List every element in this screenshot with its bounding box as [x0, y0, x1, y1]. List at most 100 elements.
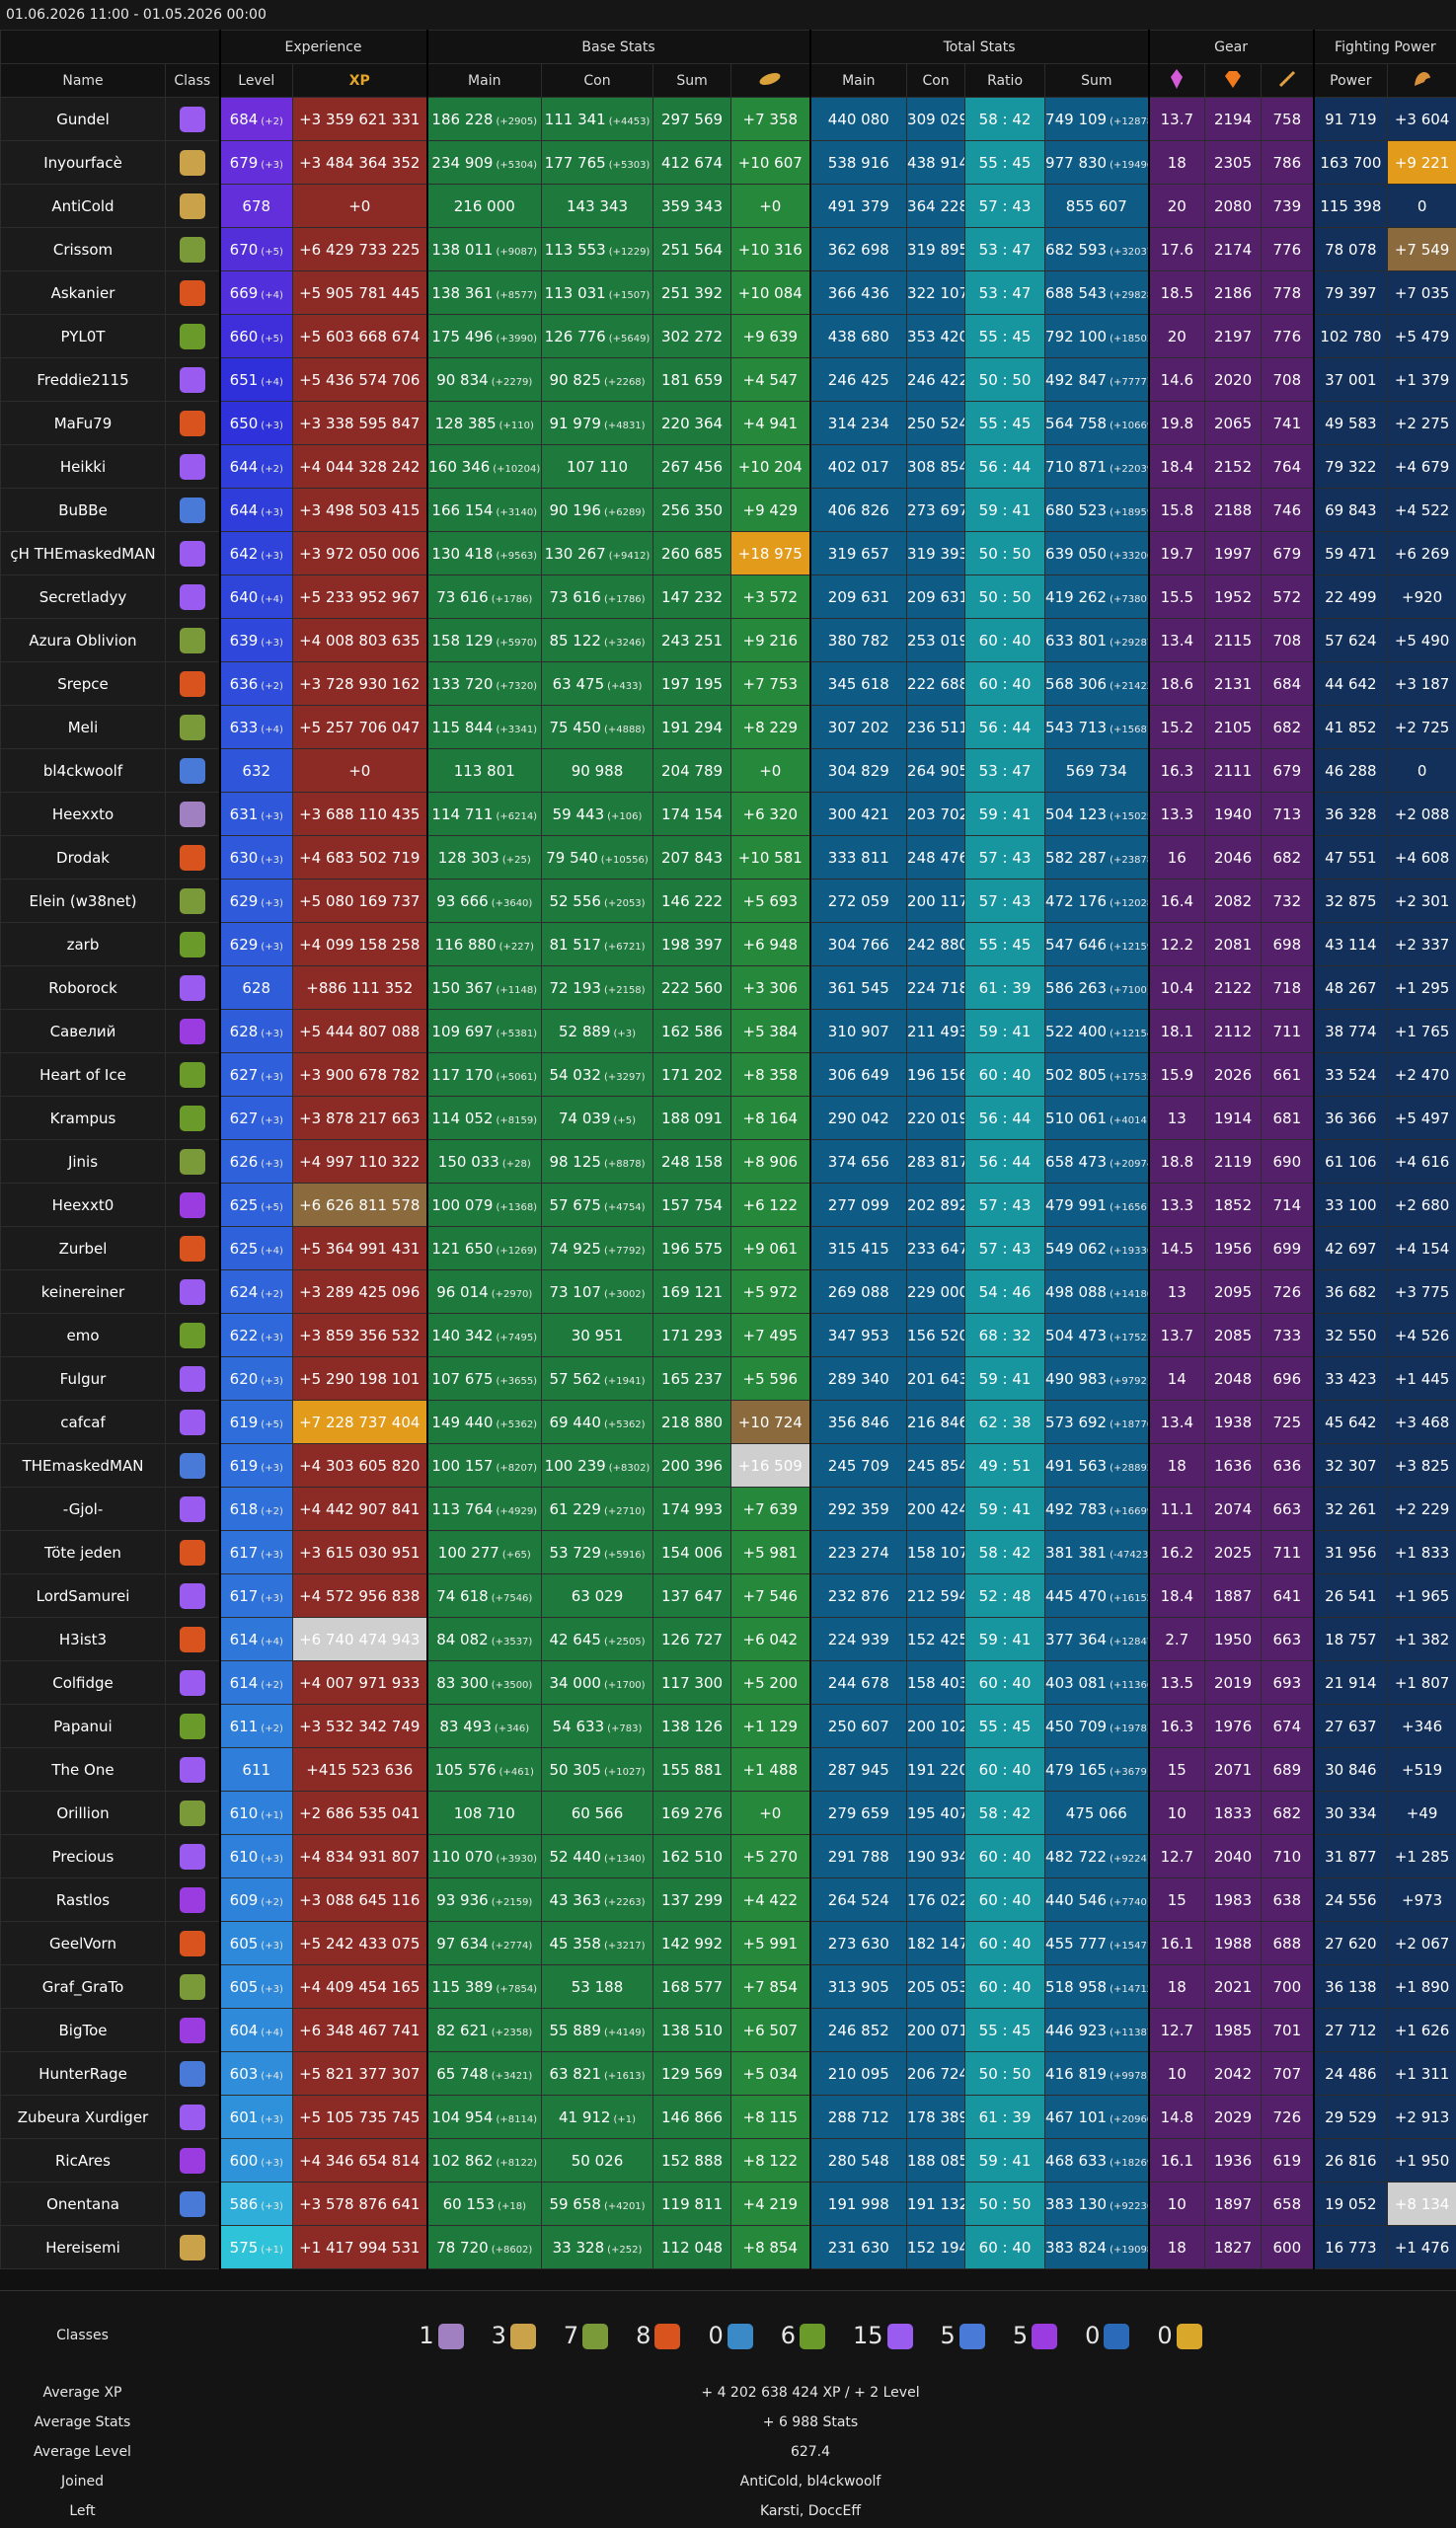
cell-xp: +3 498 503 415 [293, 489, 427, 532]
cell-g1: 13.7 [1149, 98, 1205, 141]
cell-g1: 10.4 [1149, 966, 1205, 1010]
cell-g3: 693 [1262, 1661, 1314, 1705]
cell-value: 711 [1273, 1544, 1302, 1562]
cell-value: 304 829 [828, 762, 889, 780]
cell-lv: 651(+4) [220, 358, 293, 402]
cell-value: 16 [1168, 849, 1187, 867]
cell-value: +5 290 198 101 [299, 1370, 420, 1388]
cell-value: +1 807 [1395, 1674, 1450, 1692]
cell-m: 78 720(+8602) [427, 2226, 542, 2269]
cell-tc: 319 393 [907, 532, 965, 575]
cell-value: 314 234 [828, 415, 889, 432]
cell-value: 203 702 [907, 805, 965, 823]
cell-value: 319 895 [907, 241, 965, 259]
cell-value: +2 680 [1395, 1196, 1450, 1214]
cell-value: 115 398 [1320, 197, 1381, 215]
cell-change: (+9792) [1110, 1376, 1148, 1387]
cell-value: 114 711 [431, 805, 493, 823]
cell-m: 158 129(+5970) [427, 619, 542, 662]
cell-value: 102 862 [431, 2152, 493, 2170]
cell-b: +6 507 [731, 2009, 810, 2052]
cell-value: 2081 [1214, 936, 1252, 954]
cell-value: 128 303 [438, 849, 499, 867]
cell-lv: 603(+4) [220, 2052, 293, 2096]
cell-value: +3 878 217 663 [299, 1110, 420, 1127]
cell-value: +9 429 [743, 501, 799, 519]
cell-value: 74 039 [559, 1110, 611, 1127]
cell-n: Jinis [1, 1140, 166, 1184]
cell-tc: 200 071 [907, 2009, 965, 2052]
cell-value: 605 [230, 1978, 259, 1996]
class-icon [180, 845, 205, 871]
cell-lv: 626(+3) [220, 1140, 293, 1184]
cell-value: 149 440 [431, 1414, 493, 1431]
cell-value: Onentana [46, 2195, 119, 2213]
cell-n: keinereiner [1, 1270, 166, 1314]
class-count: 3 [492, 2311, 536, 2360]
cell-value: 13.3 [1161, 805, 1193, 823]
class-icon [180, 2148, 205, 2174]
cell-value: +5 105 735 745 [299, 2108, 420, 2126]
cell-g3: 711 [1262, 1010, 1314, 1053]
cell-g2: 2305 [1205, 141, 1262, 185]
cell-value: 2046 [1214, 849, 1252, 867]
cell-change: (+28) [502, 1159, 531, 1170]
cell-value: 138 126 [661, 1718, 723, 1735]
cell-value: 57 : 43 [979, 849, 1032, 867]
cell-ts: 568 306(+21422) [1045, 662, 1149, 706]
cell-value: 601 [230, 2108, 259, 2126]
cell-value: 41 852 [1325, 719, 1377, 736]
cell-xp: +3 859 356 532 [293, 1314, 427, 1357]
class-icon [180, 1670, 205, 1696]
cell-f: +4 154 [1388, 1227, 1456, 1270]
cell-tm: 277 099 [810, 1184, 907, 1227]
cell-value: 152 888 [661, 2152, 723, 2170]
count: 8 [636, 2322, 651, 2349]
cell-value: 14.5 [1161, 1240, 1193, 1258]
cell-c: 90 988 [542, 749, 653, 793]
cell-value: 663 [1273, 1500, 1302, 1518]
cell-m: 115 389(+7854) [427, 1965, 542, 2009]
cell-value: +6 948 [743, 936, 799, 954]
cell-value: 2105 [1214, 719, 1252, 736]
cell-value: +3 859 356 532 [299, 1327, 420, 1344]
cell-value: PYL0T [61, 328, 106, 345]
cell-g3: 708 [1262, 619, 1314, 662]
cell-g1: 20 [1149, 315, 1205, 358]
cell-g3: 741 [1262, 402, 1314, 445]
column-header: Main [427, 64, 542, 98]
cell-c: 41 912(+1) [542, 2096, 653, 2139]
cell-ts: 569 734 [1045, 749, 1149, 793]
cell-value: 250 524 [907, 415, 965, 432]
cell-m: 108 710 [427, 1792, 542, 1835]
cell-value: +2 913 [1395, 2108, 1450, 2126]
cell-lv: 640(+4) [220, 575, 293, 619]
cell-g1: 13.4 [1149, 1401, 1205, 1444]
cell-value: +1 285 [1395, 1848, 1450, 1866]
cell-value: 12.7 [1161, 2022, 1193, 2039]
cell-value: 74 925 [549, 1240, 601, 1258]
cell-ts: 490 983(+9792) [1045, 1357, 1149, 1401]
cell-tc: 245 854 [907, 1444, 965, 1488]
class-count: 0 [708, 2311, 752, 2360]
group-header: Gear [1149, 31, 1314, 64]
cell-value: 63 029 [572, 1587, 624, 1605]
cell-change: (+5) [261, 247, 283, 258]
cell-change: (+8159) [496, 1115, 537, 1126]
cell-value: 73 616 [549, 588, 601, 606]
cell-value: +4 044 328 242 [299, 458, 420, 476]
cell-g3: 710 [1262, 1835, 1314, 1878]
cell-value: 778 [1273, 284, 1302, 302]
cell-value: +5 490 [1395, 632, 1450, 650]
cell-g3: 764 [1262, 445, 1314, 489]
cell-value: +7 035 [1395, 284, 1450, 302]
cell-c: 130 267(+9412) [542, 532, 653, 575]
cell-value: 156 520 [907, 1327, 965, 1344]
cell-c: 107 110 [542, 445, 653, 489]
cell-b: +3 572 [731, 575, 810, 619]
cell-cc [166, 2139, 220, 2183]
cell-g2: 1997 [1205, 532, 1262, 575]
cell-ts: 482 722(+9224) [1045, 1835, 1149, 1878]
gear-icon-header [1205, 64, 1262, 98]
